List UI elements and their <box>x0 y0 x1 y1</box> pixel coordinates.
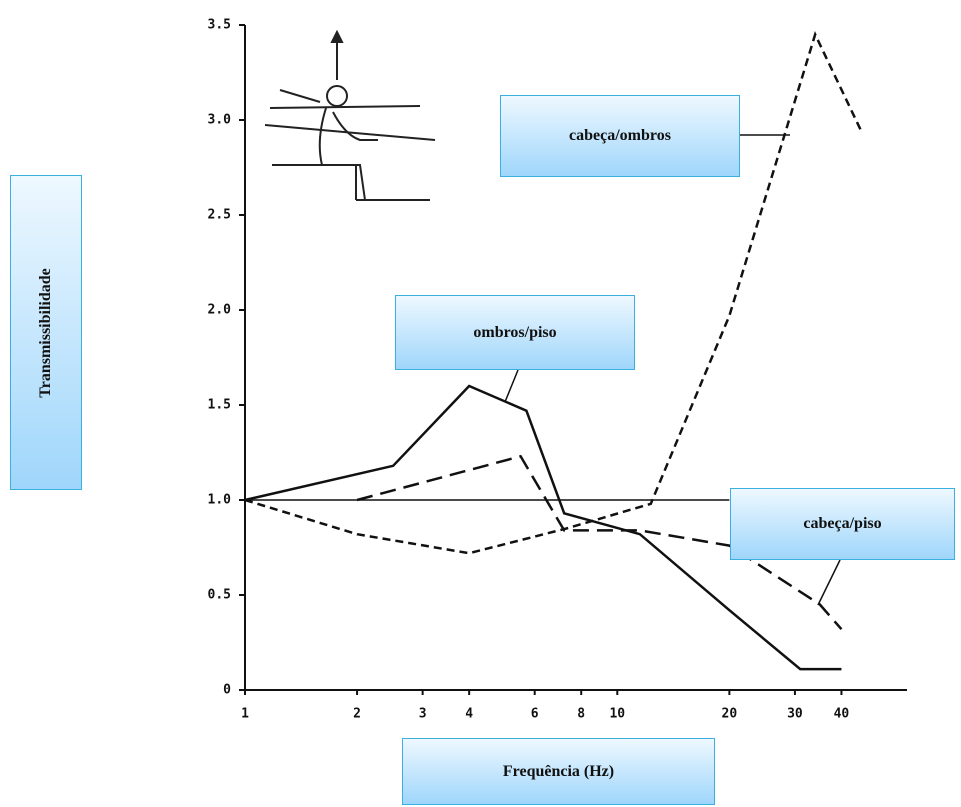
legend-label: cabeça/ombros <box>569 127 671 144</box>
y-tick-label: 1.5 <box>208 398 231 413</box>
x-tick-label: 6 <box>531 707 539 722</box>
y-tick-label: 1.0 <box>208 493 232 508</box>
y-tick-label: 2.5 <box>208 208 231 223</box>
legend-box: cabeça/ombros <box>500 95 740 177</box>
series-line <box>244 31 862 555</box>
x-axis-label: Frequência (Hz) <box>502 762 615 780</box>
x-tick-label: 30 <box>787 707 803 722</box>
y-label-box: Transmissibilidade <box>10 175 82 490</box>
pointers <box>504 134 841 606</box>
legend-label: ombros/piso <box>473 323 557 341</box>
x-tick-label: 1 <box>241 707 249 722</box>
y-tick-label: 0.5 <box>208 588 231 603</box>
x-tick-label: 40 <box>834 707 850 722</box>
series-line <box>356 454 843 631</box>
x-tick-label: 10 <box>609 707 625 722</box>
legend-box: ombros/piso <box>395 295 635 370</box>
legend-box: cabeça/piso <box>730 488 955 560</box>
y-axis-label: Transmissibilidade <box>37 267 55 398</box>
x-tick-label: 4 <box>465 707 473 722</box>
x-label-box: Frequência (Hz) <box>402 738 715 805</box>
y-tick-label: 0 <box>223 683 231 698</box>
y-tick-label: 3.5 <box>208 18 231 33</box>
x-tick-label: 2 <box>353 707 361 722</box>
x-tick-label: 8 <box>577 707 585 722</box>
x-tick-label: 20 <box>722 707 738 722</box>
x-tick-label: 3 <box>419 707 427 722</box>
legend-label: cabeça/piso <box>803 515 882 532</box>
series-line <box>244 384 842 671</box>
y-tick-label: 2.0 <box>208 303 232 318</box>
y-tick-label: 3.0 <box>208 113 232 128</box>
seated-person-icon <box>264 29 436 201</box>
